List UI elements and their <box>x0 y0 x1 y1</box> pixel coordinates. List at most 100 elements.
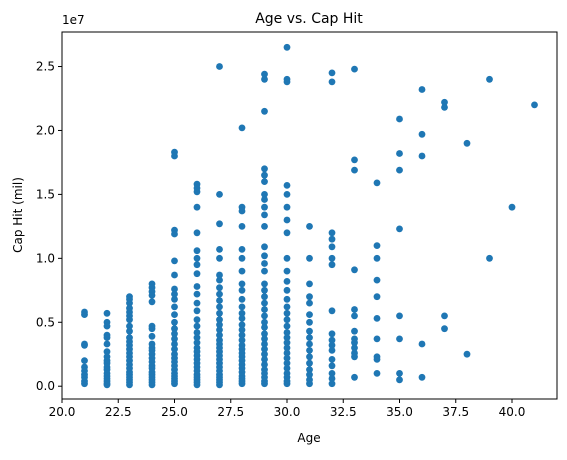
data-point <box>216 246 223 253</box>
data-point <box>418 373 426 381</box>
data-point <box>171 152 178 160</box>
data-point <box>328 243 336 251</box>
data-point <box>283 316 291 324</box>
data-point <box>328 362 336 370</box>
data-point <box>261 203 268 211</box>
data-point <box>216 191 223 198</box>
data-point <box>216 297 223 304</box>
data-point <box>261 223 268 230</box>
data-point <box>396 376 403 384</box>
data-point <box>216 220 223 228</box>
data-point <box>261 260 268 267</box>
data-point <box>238 309 246 317</box>
data-point <box>261 243 268 251</box>
data-point <box>171 285 178 293</box>
data-point <box>283 303 291 311</box>
data-point <box>193 299 201 307</box>
data-point <box>328 78 336 86</box>
data-point <box>351 327 358 335</box>
data-point <box>418 86 426 93</box>
data-point <box>283 339 291 347</box>
data-point <box>193 290 201 298</box>
y-tick-label: 2.0 <box>36 123 55 137</box>
data-point <box>126 316 133 324</box>
data-point <box>193 254 201 262</box>
data-point <box>283 286 291 294</box>
data-point <box>328 347 336 354</box>
data-point <box>351 166 358 174</box>
data-point <box>238 331 246 339</box>
data-point <box>261 356 268 363</box>
data-point <box>418 152 426 160</box>
data-point <box>148 298 156 306</box>
x-tick-label: 20.0 <box>49 405 76 419</box>
data-point <box>441 98 448 106</box>
data-point <box>171 303 178 311</box>
data-point <box>283 359 291 367</box>
data-point <box>261 345 268 353</box>
data-point <box>171 340 178 348</box>
data-point <box>103 340 111 348</box>
data-point <box>328 229 336 237</box>
data-point <box>193 270 201 278</box>
data-point <box>283 229 291 237</box>
data-point <box>216 303 223 311</box>
data-point <box>193 283 201 290</box>
data-point <box>216 321 223 329</box>
data-point <box>261 299 268 307</box>
x-tick-label: 40.0 <box>499 405 526 419</box>
y-axis-ticks: 0.0 0.5 1.0 1.5 2.0 2.5 <box>36 60 62 393</box>
data-point <box>81 341 88 349</box>
data-point <box>193 381 201 389</box>
data-point <box>103 309 111 317</box>
data-point <box>283 182 291 189</box>
data-point <box>261 178 268 186</box>
plot-frame <box>61 31 558 400</box>
data-point <box>238 280 246 288</box>
data-point <box>171 330 178 338</box>
data-point <box>261 350 268 358</box>
data-point <box>216 63 223 70</box>
data-point <box>261 252 268 260</box>
y-tick-label: 0.0 <box>36 379 55 393</box>
x-tick-label: 27.5 <box>217 405 244 419</box>
data-point <box>306 318 313 326</box>
data-point <box>261 318 268 326</box>
data-point <box>126 327 133 335</box>
data-point <box>306 347 313 354</box>
data-point <box>81 380 88 388</box>
data-point <box>373 356 381 363</box>
data-point <box>103 334 111 341</box>
data-point <box>328 69 336 77</box>
data-point <box>148 292 156 299</box>
data-point <box>396 150 403 157</box>
data-point <box>328 375 336 382</box>
data-point <box>261 340 268 348</box>
data-point <box>306 340 313 348</box>
data-point <box>216 276 223 284</box>
data-point <box>261 335 268 343</box>
data-point <box>328 341 336 349</box>
data-point <box>171 290 178 298</box>
data-point <box>193 188 201 196</box>
data-point <box>283 344 291 352</box>
data-point <box>351 353 358 361</box>
y-offset-label: 1e7 <box>62 13 85 27</box>
data-point <box>238 380 246 388</box>
data-point <box>306 359 313 367</box>
data-point <box>283 334 291 341</box>
data-point <box>306 311 313 318</box>
data-point <box>328 261 336 269</box>
data-point <box>283 216 291 224</box>
data-point <box>148 332 156 340</box>
data-point <box>486 75 493 83</box>
data-point <box>351 373 358 381</box>
data-point <box>238 315 246 322</box>
data-point <box>351 339 358 347</box>
data-point <box>261 380 268 388</box>
data-point <box>193 339 201 347</box>
data-point <box>283 191 291 198</box>
data-point <box>396 115 403 123</box>
data-point <box>261 286 268 294</box>
